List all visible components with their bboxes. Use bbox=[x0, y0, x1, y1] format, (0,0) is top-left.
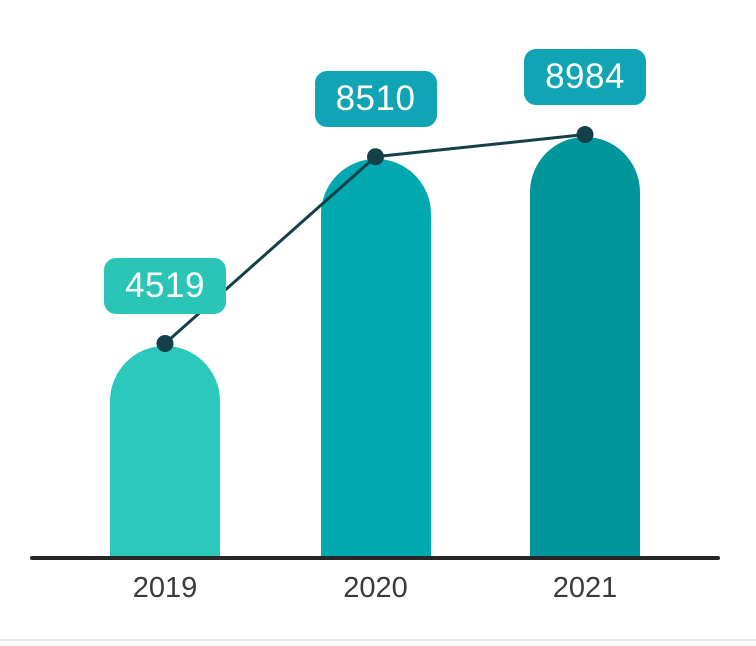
x-tick-label-2020: 2020 bbox=[343, 572, 408, 604]
x-tick-label-2019: 2019 bbox=[132, 572, 198, 604]
x-tick-label-2021: 2021 bbox=[552, 572, 618, 604]
value-badge-2020: 8510 bbox=[314, 70, 437, 127]
bar-2020 bbox=[320, 158, 431, 560]
bar-2019 bbox=[110, 345, 220, 560]
value-badge-2019: 4519 bbox=[104, 257, 226, 314]
x-axis-line bbox=[30, 556, 720, 560]
value-badge-2021: 8984 bbox=[524, 48, 646, 105]
bar-2021 bbox=[530, 136, 640, 560]
bottom-divider bbox=[0, 639, 756, 641]
